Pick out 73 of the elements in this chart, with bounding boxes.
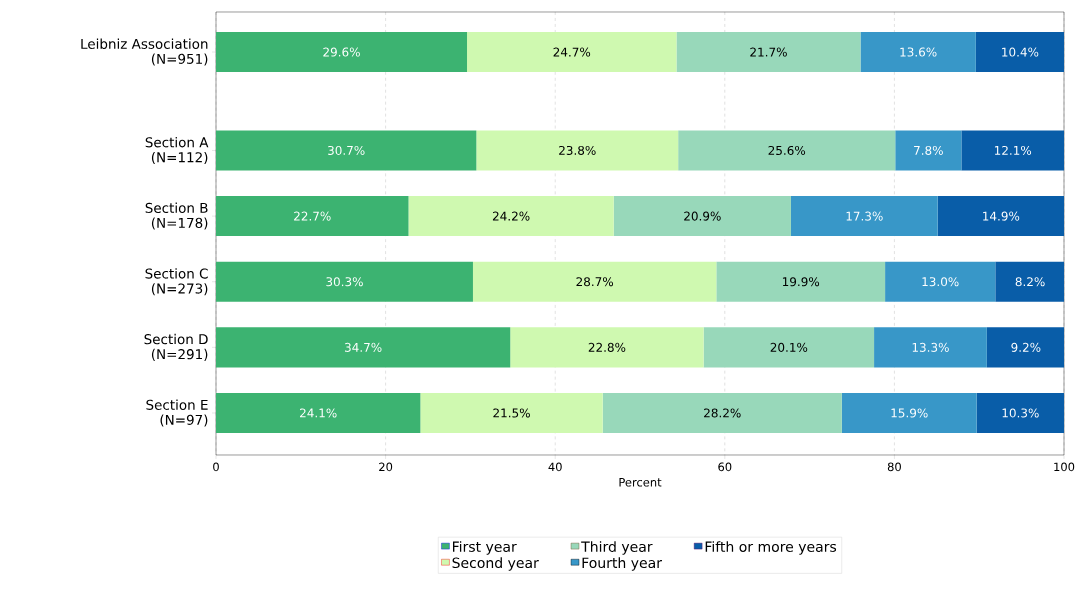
bar	[841, 392, 977, 433]
bar	[216, 196, 409, 237]
data-label: 25.6%	[768, 145, 806, 156]
bar	[613, 196, 791, 237]
data-label: 20.9%	[684, 211, 721, 221]
data-label: 10.4%	[1002, 47, 1039, 57]
data-label: 19.9%	[782, 277, 820, 287]
data-label: 21.7%	[750, 47, 787, 57]
x-tick-label: 60	[718, 462, 732, 472]
x-tick-label: 0	[213, 462, 219, 472]
bar	[510, 327, 704, 368]
bar	[976, 392, 1065, 433]
data-label: 17.3%	[846, 211, 883, 221]
bar	[216, 327, 511, 368]
data-label: 9.2%	[1011, 342, 1041, 352]
bar	[874, 327, 987, 368]
y-tick-label: Section A (N=112)	[145, 136, 209, 164]
bar	[937, 196, 1065, 237]
data-label: 13.0%	[922, 277, 959, 287]
data-label: 29.6%	[323, 47, 360, 57]
bar	[885, 261, 996, 302]
bar	[602, 392, 842, 433]
data-label: 20.1%	[770, 342, 808, 352]
y-tick-label: Section D (N=291)	[144, 333, 208, 361]
data-label: 23.8%	[559, 145, 596, 156]
data-label: 28.7%	[576, 277, 614, 287]
data-label: 12.1%	[994, 145, 1032, 156]
data-label: 7.8%	[914, 145, 943, 156]
data-label: 34.7%	[345, 342, 382, 352]
x-tick-label: 100	[1054, 462, 1075, 472]
x-tick-label: 80	[887, 462, 901, 472]
data-label: 24.1%	[300, 408, 337, 418]
data-label: 24.2%	[492, 211, 530, 221]
data-label: 28.2%	[704, 408, 741, 418]
legend-label: Fifth or more years	[705, 541, 837, 555]
bar	[472, 261, 717, 302]
y-tick-label: Leibniz Association (N=951)	[81, 38, 208, 66]
x-axis-title: Percent	[619, 478, 662, 487]
bar	[476, 130, 679, 171]
data-label: 14.9%	[983, 211, 1020, 221]
data-label: 21.5%	[493, 408, 530, 418]
bar	[961, 130, 1065, 171]
bar	[703, 327, 875, 368]
data-label: 24.7%	[553, 47, 591, 57]
data-label: 22.7%	[294, 211, 331, 221]
data-label: 13.3%	[912, 342, 949, 352]
bar	[408, 196, 614, 237]
bar	[895, 130, 962, 171]
data-label: 13.6%	[900, 47, 937, 57]
data-label: 22.8%	[588, 342, 626, 352]
data-label: 10.3%	[1002, 408, 1039, 418]
data-label: 30.3%	[326, 277, 363, 287]
data-label: 8.2%	[1015, 277, 1045, 287]
data-label: 15.9%	[891, 408, 928, 418]
y-tick-label: Section E (N=97)	[146, 399, 208, 427]
bar	[716, 261, 886, 302]
legend-label: Third year	[581, 541, 653, 555]
legend-label: Fourth year	[582, 557, 662, 571]
x-tick-label: 20	[379, 462, 393, 472]
bar	[420, 392, 603, 433]
bar	[678, 130, 896, 171]
bar	[216, 261, 473, 302]
bar	[216, 392, 421, 433]
bar	[986, 327, 1065, 368]
bar	[790, 196, 938, 237]
data-label: 30.7%	[328, 145, 365, 156]
legend-label: First year	[453, 541, 517, 555]
bar	[216, 130, 477, 171]
legend-label: Second year	[452, 557, 539, 571]
bar	[995, 261, 1065, 302]
y-tick-label: Section C (N=273)	[145, 268, 208, 296]
x-tick-label: 40	[548, 462, 562, 472]
y-tick-label: Section B (N=178)	[145, 202, 208, 230]
